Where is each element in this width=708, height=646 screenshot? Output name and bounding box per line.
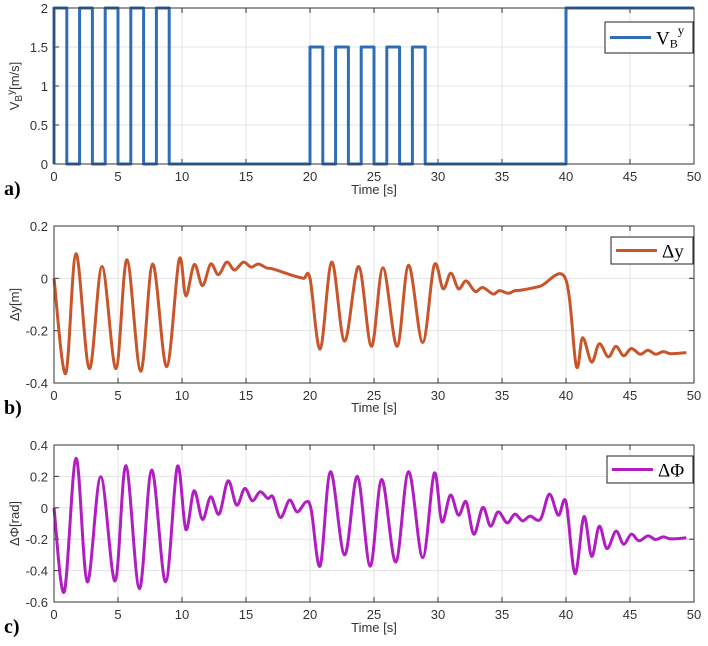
x-tick-label: 35 <box>495 388 509 403</box>
x-tick-label: 20 <box>303 169 317 184</box>
y-tick-label: 0 <box>41 157 48 172</box>
y-axis-label: VBy[m/s] <box>6 62 25 111</box>
x-tick-label: 50 <box>687 388 701 403</box>
panel-label: b) <box>4 397 22 419</box>
x-tick-label: 5 <box>114 169 121 184</box>
y-axis-label: ΔΦ[rad] <box>7 501 22 546</box>
x-tick-label: 15 <box>239 607 253 622</box>
y-tick-label: 0.4 <box>30 438 48 453</box>
x-tick-label: 15 <box>239 169 253 184</box>
legend-label: Δy <box>662 242 684 263</box>
legend: ΔΦ <box>606 455 694 484</box>
y-axis-label: Δy[m] <box>7 288 22 321</box>
x-tick-label: 30 <box>431 169 445 184</box>
axes-box <box>53 444 695 603</box>
x-axis-label: Time [s] <box>351 620 397 635</box>
y-tick-label: 1.5 <box>30 40 48 55</box>
x-tick-label: 45 <box>623 607 637 622</box>
x-tick-label: 25 <box>367 388 381 403</box>
subplot-c: 0 5 10 15 20 25 30 35 40 45 50 -0.6 -0.4 -0.2 0 0.2 0.4 Δ… <box>4 438 701 638</box>
x-tick-label: 40 <box>559 388 573 403</box>
legend: VBy <box>604 21 694 54</box>
series-line <box>52 456 687 594</box>
y-tick-label: 0.2 <box>30 219 48 234</box>
x-tick-label: 0 <box>50 607 57 622</box>
x-tick-label: 50 <box>687 169 701 184</box>
y-tick-label: 0.5 <box>30 118 48 133</box>
x-tick-label: 30 <box>431 607 445 622</box>
series-line <box>52 252 687 376</box>
x-tick-label: 20 <box>303 607 317 622</box>
y-tick-label: -0.2 <box>26 324 48 339</box>
y-tick-label: -0.6 <box>26 595 48 610</box>
x-tick-label: 40 <box>559 169 573 184</box>
x-tick-label: 0 <box>50 169 57 184</box>
subplot-b: 0 5 10 15 20 25 30 35 40 45 50 -0.4 -0.2 0 0.2 Δy Time [… <box>4 219 701 419</box>
panel-label: a) <box>4 178 21 200</box>
x-tick-label: 50 <box>687 607 701 622</box>
y-tick-label: -0.4 <box>26 564 48 579</box>
x-tick-label: 15 <box>239 388 253 403</box>
x-axis-label: Time [s] <box>351 182 397 197</box>
x-tick-label: 10 <box>175 169 189 184</box>
panel-label: c) <box>4 616 20 638</box>
legend-label: ΔΦ <box>658 461 684 482</box>
y-tick-label: 0 <box>41 271 48 286</box>
x-tick-label: 20 <box>303 388 317 403</box>
y-tick-label: 2 <box>41 1 48 16</box>
x-tick-label: 25 <box>367 169 381 184</box>
x-tick-label: 45 <box>623 169 637 184</box>
x-tick-label: 45 <box>623 388 637 403</box>
subplot-a: 0 5 10 15 20 25 30 35 40 45 50 0 0.5 1 1.5 2 VBy Time [s]… <box>4 1 701 200</box>
x-tick-label: 35 <box>495 169 509 184</box>
y-tick-label: 0.2 <box>30 469 48 484</box>
x-tick-label: 30 <box>431 388 445 403</box>
x-tick-label: 10 <box>175 607 189 622</box>
legend: Δy <box>610 236 694 265</box>
x-axis-label: Time [s] <box>351 400 397 415</box>
y-tick-label: -0.4 <box>26 376 48 391</box>
x-tick-label: 40 <box>559 607 573 622</box>
axes-box <box>53 225 695 384</box>
x-tick-label: 5 <box>114 388 121 403</box>
y-tick-label: 0 <box>41 501 48 516</box>
x-tick-label: 25 <box>367 607 381 622</box>
x-tick-label: 5 <box>114 607 121 622</box>
x-tick-label: 10 <box>175 388 189 403</box>
axes-box <box>53 7 695 165</box>
y-tick-label: -0.2 <box>26 532 48 547</box>
legend-label: VBy <box>656 23 685 51</box>
y-tick-label: 1 <box>41 79 48 94</box>
x-tick-label: 0 <box>50 388 57 403</box>
x-tick-label: 35 <box>495 607 509 622</box>
